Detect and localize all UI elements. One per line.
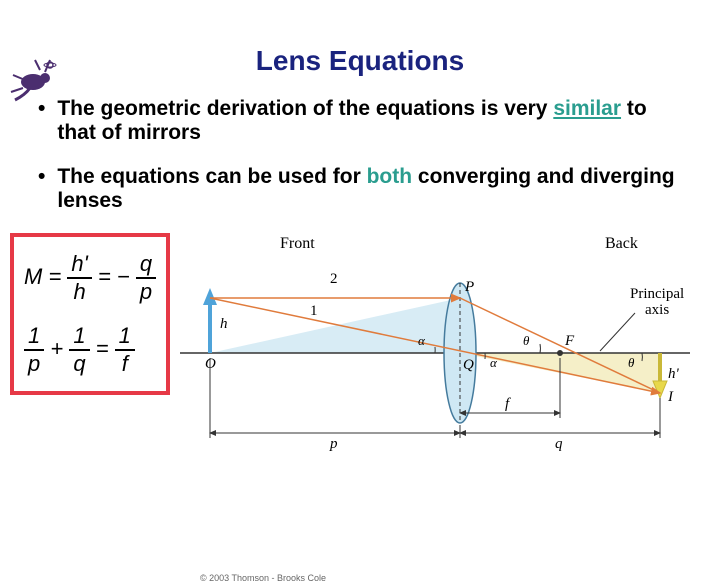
- label-h-prime: h': [668, 366, 680, 382]
- label-h: h: [220, 316, 228, 332]
- label-back: Back: [605, 235, 638, 252]
- label-theta: θ: [523, 333, 530, 348]
- bullet-item: • The equations can be used for both con…: [30, 165, 690, 213]
- label-alpha2: α: [490, 355, 498, 370]
- copyright-text: © 2003 Thomson - Brooks Cole: [200, 573, 326, 583]
- label-f: f: [505, 396, 511, 412]
- label-front: Front: [280, 235, 315, 252]
- slide-title: Lens Equations: [0, 45, 720, 77]
- label-principal-axis: Principalaxis: [630, 286, 684, 318]
- bullet-text: The geometric derivation of the equation…: [57, 97, 690, 145]
- label-I: I: [667, 389, 674, 405]
- bullet-text: The equations can be used for both conve…: [57, 165, 690, 213]
- label-alpha: α: [418, 333, 426, 348]
- magnification-equation: M = h'h = − qp: [24, 251, 156, 305]
- label-q: q: [555, 436, 563, 452]
- bullet-marker: •: [38, 165, 45, 189]
- label-F: F: [564, 333, 575, 349]
- label-ray2: 2: [330, 271, 338, 287]
- content-row: M = h'h = − qp 1p + 1q = 1f: [0, 233, 720, 473]
- object-arrowhead: [203, 288, 217, 305]
- label-theta2: θ: [628, 355, 635, 370]
- label-ray1: 1: [310, 303, 318, 319]
- focal-point: [557, 350, 563, 356]
- label-p: p: [329, 436, 338, 452]
- label-O: O: [205, 356, 216, 372]
- label-P: P: [464, 279, 474, 295]
- bullet-item: • The geometric derivation of the equati…: [30, 97, 690, 145]
- equation-box: M = h'h = − qp 1p + 1q = 1f: [10, 233, 170, 395]
- lens-diagram: Front Back Principalaxis 2 1 h h' O P Q …: [180, 233, 720, 473]
- lizard-logo: [5, 50, 65, 110]
- bullet-list: • The geometric derivation of the equati…: [30, 97, 690, 213]
- label-Q: Q: [463, 357, 474, 373]
- principal-axis-pointer: [600, 313, 635, 351]
- lens-equation: 1p + 1q = 1f: [24, 323, 156, 377]
